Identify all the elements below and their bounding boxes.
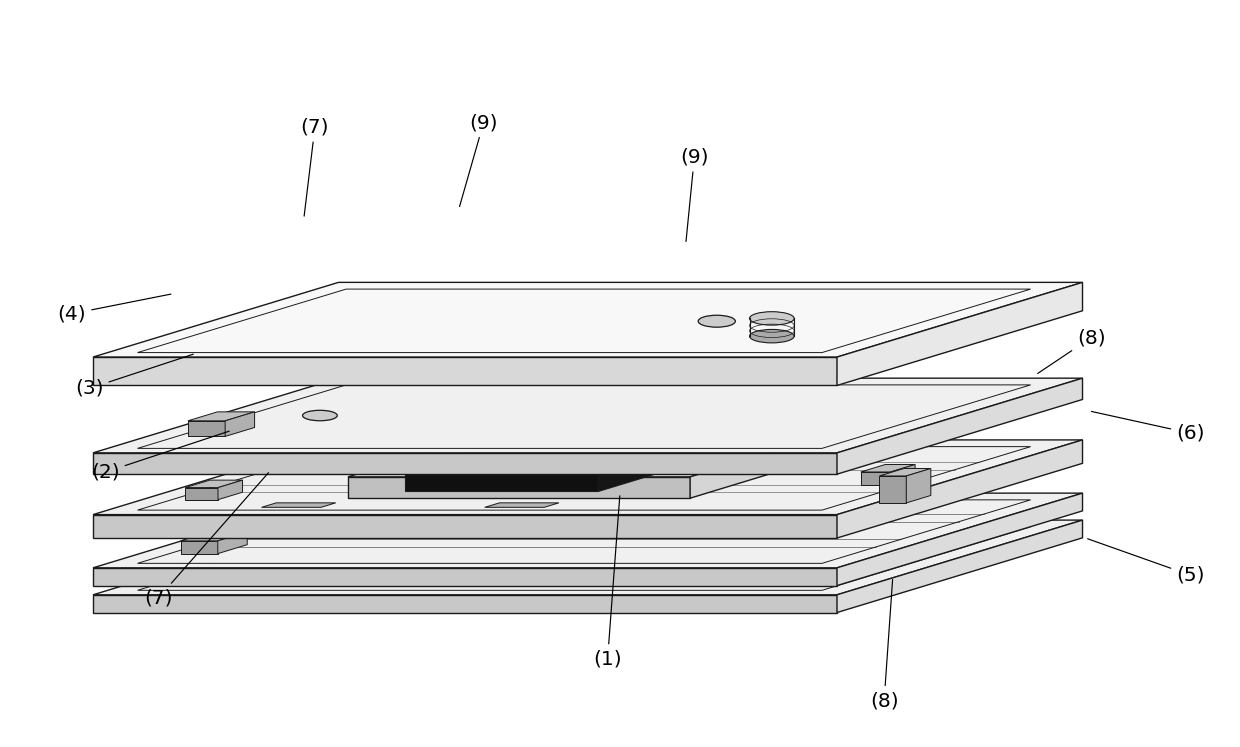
Polygon shape [485, 503, 559, 507]
Polygon shape [906, 468, 931, 503]
Polygon shape [533, 467, 570, 469]
Ellipse shape [749, 329, 794, 343]
Text: (7): (7) [145, 473, 269, 607]
Polygon shape [185, 488, 218, 500]
Polygon shape [262, 503, 336, 507]
Text: (7): (7) [301, 117, 329, 216]
Polygon shape [93, 568, 837, 586]
Polygon shape [837, 282, 1083, 385]
Polygon shape [879, 476, 906, 503]
Polygon shape [188, 412, 254, 421]
Polygon shape [93, 282, 1083, 357]
Text: (5): (5) [1087, 539, 1204, 585]
Polygon shape [93, 520, 1083, 595]
Polygon shape [456, 467, 503, 470]
Polygon shape [93, 493, 1083, 568]
Ellipse shape [749, 311, 794, 325]
Polygon shape [890, 465, 915, 485]
Polygon shape [558, 468, 605, 471]
Polygon shape [348, 477, 691, 498]
Text: (9): (9) [681, 147, 708, 241]
Polygon shape [181, 532, 247, 541]
Polygon shape [404, 471, 598, 492]
Polygon shape [93, 453, 837, 474]
Polygon shape [837, 378, 1083, 474]
Polygon shape [837, 493, 1083, 586]
Polygon shape [218, 480, 243, 500]
Polygon shape [861, 465, 915, 472]
Polygon shape [93, 378, 1083, 453]
Polygon shape [598, 441, 697, 492]
Text: (2): (2) [91, 431, 229, 482]
Polygon shape [404, 441, 697, 471]
Polygon shape [93, 595, 837, 613]
Ellipse shape [303, 410, 337, 421]
Polygon shape [879, 468, 931, 476]
Polygon shape [417, 468, 454, 471]
Text: (6): (6) [1091, 412, 1204, 443]
Polygon shape [93, 515, 837, 538]
Text: (1): (1) [593, 496, 622, 669]
Polygon shape [226, 412, 254, 436]
Polygon shape [837, 520, 1083, 613]
Text: (8): (8) [869, 580, 899, 710]
Polygon shape [185, 480, 243, 488]
Polygon shape [93, 357, 837, 385]
Text: (3): (3) [76, 354, 193, 398]
Polygon shape [837, 440, 1083, 538]
Polygon shape [218, 532, 247, 554]
Polygon shape [181, 541, 218, 554]
Polygon shape [188, 421, 226, 436]
Polygon shape [348, 435, 827, 477]
Ellipse shape [698, 315, 735, 327]
Polygon shape [861, 472, 890, 485]
Polygon shape [93, 440, 1083, 515]
Text: (9): (9) [460, 113, 497, 206]
Text: (4): (4) [57, 294, 171, 323]
Polygon shape [489, 468, 531, 471]
Text: (8): (8) [1038, 328, 1106, 374]
Polygon shape [691, 435, 827, 498]
